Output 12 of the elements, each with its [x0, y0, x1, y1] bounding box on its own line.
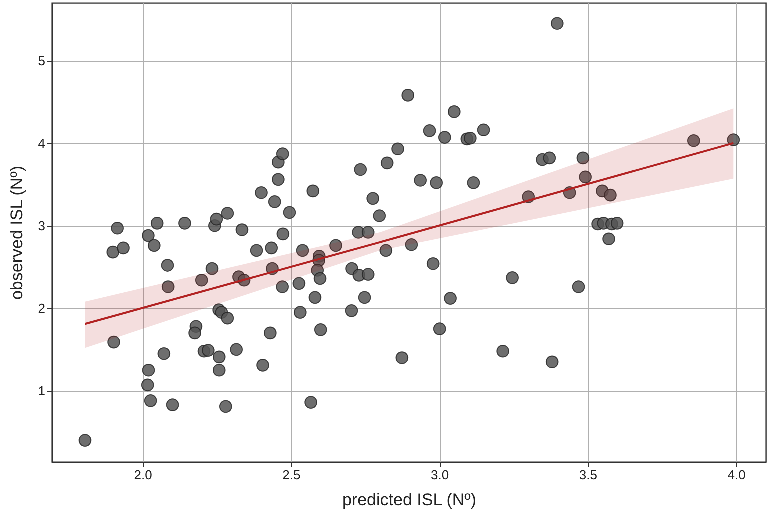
x-tick-label: 2.0 [134, 468, 152, 482]
y-tick-label: 4 [38, 136, 46, 151]
y-tick-label: 3 [38, 218, 46, 234]
x-tick-label: 4.0 [728, 468, 746, 482]
x-axis-title: predicted ISL (Nº) [342, 490, 477, 510]
x-tick-label: 3.0 [431, 468, 450, 482]
y-tick-label: 1 [38, 384, 46, 399]
y-tick-label: 5 [38, 53, 46, 68]
x-tick-label: 2.5 [282, 468, 301, 482]
y-tick-label: 2 [38, 300, 46, 316]
y-axis-title: observed ISL (Nº) [7, 166, 26, 300]
x-tick-label: 3.5 [579, 468, 598, 482]
